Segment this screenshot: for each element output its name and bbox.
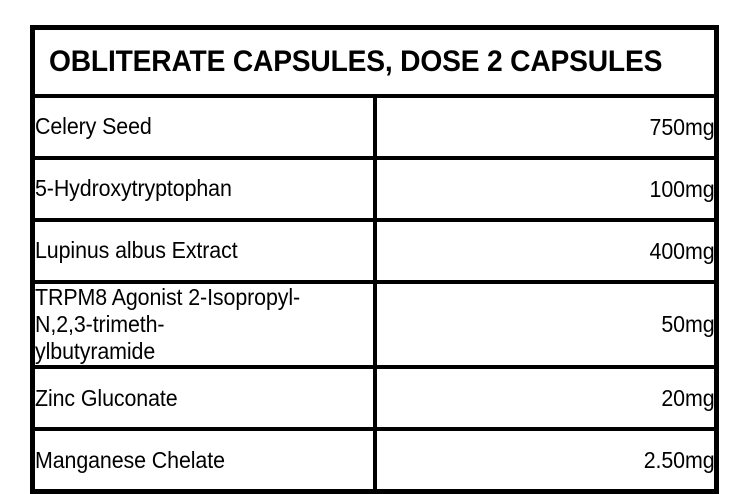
ingredient-name: Lupinus albus Extract bbox=[35, 237, 238, 264]
ingredient-name: Manganese Chelate bbox=[35, 446, 225, 473]
ingredient-amount: 20mg bbox=[660, 384, 714, 411]
ingredient-amount: 100mg bbox=[649, 175, 714, 202]
table-row: TRPM8 Agonist 2-Isopropyl-N,2,3-trimeth-… bbox=[32, 279, 717, 368]
table-row: Zinc Gluconate 20mg bbox=[32, 365, 717, 430]
panel-header-row: OBLITERATE CAPSULES, DOSE 2 CAPSULES bbox=[32, 27, 717, 98]
ingredient-name-cell: Lupinus albus Extract bbox=[32, 218, 377, 282]
ingredient-amount: 750mg bbox=[649, 113, 714, 140]
ingredient-name-cell: TRPM8 Agonist 2-Isopropyl-N,2,3-trimeth-… bbox=[32, 279, 377, 368]
ingredient-amount-cell: 100mg bbox=[374, 156, 717, 220]
ingredient-amount: 400mg bbox=[649, 237, 714, 264]
ingredient-amount-cell: 2.50mg bbox=[374, 427, 717, 492]
table-row: Celery Seed 750mg bbox=[32, 94, 717, 158]
panel-title-cell: OBLITERATE CAPSULES, DOSE 2 CAPSULES bbox=[32, 27, 717, 98]
page-title: OBLITERATE CAPSULES, DOSE 2 CAPSULES bbox=[49, 45, 663, 79]
ingredient-name: Celery Seed bbox=[35, 113, 152, 140]
ingredient-name-cell: Celery Seed bbox=[32, 94, 377, 158]
ingredient-amount-cell: 750mg bbox=[374, 94, 717, 158]
ingredient-amount-cell: 400mg bbox=[374, 218, 717, 282]
table-row: Lupinus albus Extract 400mg bbox=[32, 218, 717, 282]
ingredient-name: TRPM8 Agonist 2-Isopropyl-N,2,3-trimeth-… bbox=[35, 284, 301, 365]
ingredient-name-cell: Manganese Chelate bbox=[32, 427, 377, 492]
supplement-facts-panel: OBLITERATE CAPSULES, DOSE 2 CAPSULES Cel… bbox=[30, 25, 719, 494]
ingredients-table: OBLITERATE CAPSULES, DOSE 2 CAPSULES Cel… bbox=[30, 25, 719, 494]
ingredient-amount: 2.50mg bbox=[643, 446, 714, 473]
table-row: Manganese Chelate 2.50mg bbox=[32, 427, 717, 492]
ingredient-amount: 50mg bbox=[660, 311, 714, 338]
ingredient-name-cell: 5-Hydroxytryptophan bbox=[32, 156, 377, 220]
ingredient-name: Zinc Gluconate bbox=[35, 384, 178, 411]
ingredient-amount-cell: 20mg bbox=[374, 365, 717, 430]
ingredient-name-cell: Zinc Gluconate bbox=[32, 365, 377, 430]
ingredient-name: 5-Hydroxytryptophan bbox=[35, 175, 232, 202]
ingredient-amount-cell: 50mg bbox=[374, 279, 717, 368]
table-row: 5-Hydroxytryptophan 100mg bbox=[32, 156, 717, 220]
